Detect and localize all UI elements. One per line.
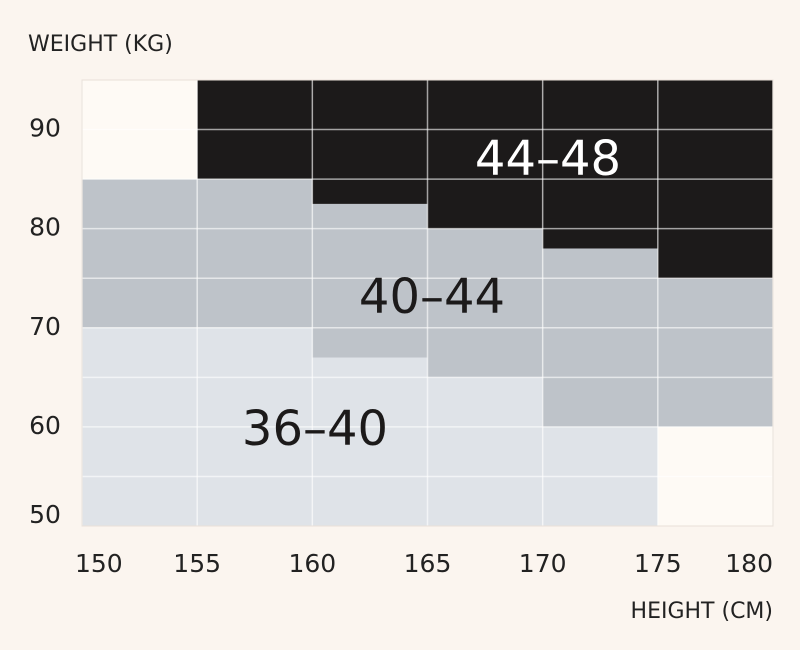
y-tick-label: 70 [29,312,61,341]
x-tick-label: 165 [404,549,452,578]
region-cell [312,80,428,204]
region-cell [427,80,543,229]
plot-border [81,79,774,527]
region-cell [427,228,543,378]
region-cell [427,377,543,526]
y-tick-label: 60 [29,411,61,440]
x-tick-label: 155 [173,549,221,578]
region-cell [312,357,428,526]
x-axis-title: HEIGHT (CM) [631,599,773,624]
region-label: 36–40 [242,401,388,457]
y-tick-label: 90 [29,114,61,143]
region-label: 44–48 [475,131,621,187]
region-cell [312,203,428,358]
y-tick-label: 80 [29,213,61,242]
region-cell [542,248,658,427]
region-cell [542,80,658,249]
x-tick-label: 160 [288,549,336,578]
x-tick-label: 150 [75,549,123,578]
y-axis-title: WEIGHT (KG) [28,32,173,57]
region-cell [82,179,198,328]
x-tick-label: 180 [725,549,773,578]
region-cell [657,278,773,427]
x-tick-label: 170 [519,549,567,578]
region-label: 40–44 [359,269,505,325]
x-tick-label: 175 [634,549,682,578]
region-cell [197,179,313,328]
y-tick-label: 50 [29,500,61,529]
